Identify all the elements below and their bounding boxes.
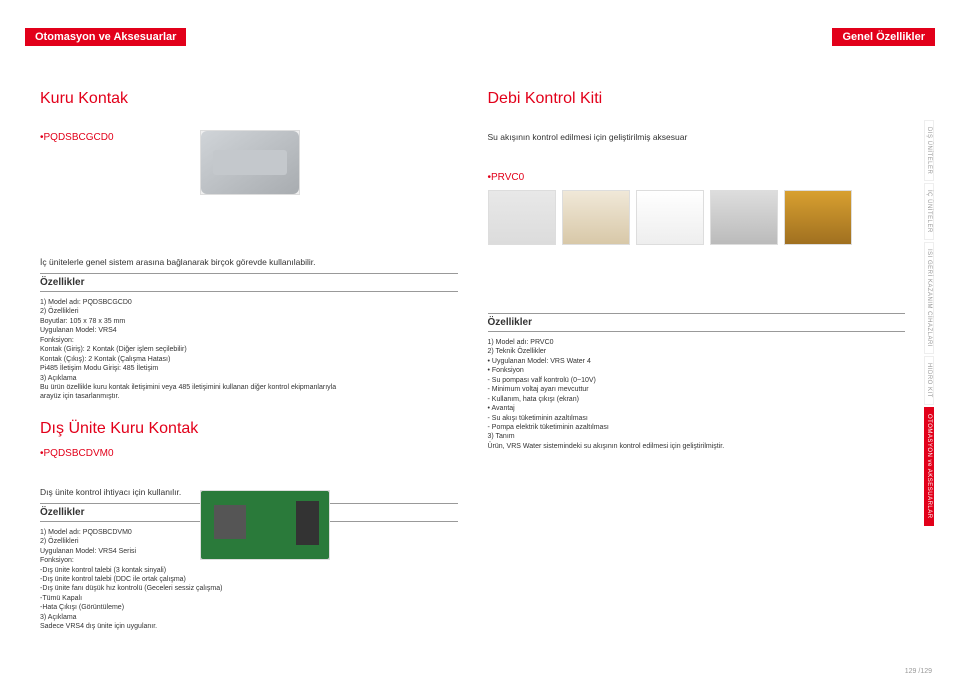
spec-line: • Avantaj	[488, 404, 906, 413]
r-sec1-subhead: Özellikler	[488, 313, 906, 332]
spec-line: • Fonksiyon	[488, 366, 906, 375]
spec-line: Uygulanan Model: VRS4	[40, 326, 458, 335]
product-image-2	[200, 490, 330, 560]
sec2-model: •PQDSBCDVM0	[40, 448, 458, 459]
side-tabs: DIŞ ÜNİTELER İÇ ÜNİTELER ISI GERİ KAZANI…	[924, 120, 938, 528]
spec-line: Kontak (Giriş): 2 Kontak (Diğer işlem se…	[40, 345, 458, 354]
right-column: Debi Kontrol Kiti Su akışının kontrol ed…	[488, 90, 906, 657]
product-image-1	[200, 130, 300, 195]
spec-line: - Su pompası valf kontrolü (0~10V)	[488, 376, 906, 385]
spec-line: Kontak (Çıkış): 2 Kontak (Çalışma Hatası…	[40, 355, 458, 364]
tab-otomasyon[interactable]: OTOMASYON ve AKSESUARLAR	[924, 407, 934, 526]
r-sec1-specs: 1) Model adı: PRVC0 2) Teknik Özellikler…	[488, 338, 906, 451]
spec-line: Bu ürün özellikle kuru kontak iletişimin…	[40, 383, 458, 392]
thumb-4	[710, 190, 778, 245]
page-number: 129 /129	[905, 668, 932, 675]
sec1-specs: 1) Model adı: PQDSBCGCD0 2) Özellikleri …	[40, 298, 458, 402]
spec-line: 3) Açıklama	[40, 613, 458, 622]
product-image-row	[488, 190, 852, 245]
spec-line: -Dış ünite kontrol talebi (3 kontak siny…	[40, 566, 458, 575]
spec-line: - Kullanım, hata çıkışı (ekran)	[488, 395, 906, 404]
thumb-5	[784, 190, 852, 245]
spec-line: - Pompa elektrik tüketiminin azaltılması	[488, 423, 906, 432]
sec2-title: Dış Ünite Kuru Kontak	[40, 420, 458, 438]
header-bar: Otomasyon ve Aksesuarlar Genel Özellikle…	[0, 28, 960, 46]
spec-line: Boyutlar: 105 x 78 x 35 mm	[40, 317, 458, 326]
content: Kuru Kontak •PQDSBCGCD0 İç ünitelerle ge…	[40, 90, 905, 657]
spec-line: 1) Model adı: PQDSBCGCD0	[40, 298, 458, 307]
thumb-2	[562, 190, 630, 245]
spec-line: 3) Açıklama	[40, 374, 458, 383]
r-sec1-title: Debi Kontrol Kiti	[488, 90, 906, 108]
spec-line: -Tümü Kapalı	[40, 594, 458, 603]
spec-line: 1) Model adı: PRVC0	[488, 338, 906, 347]
tab-hidro-kit[interactable]: HIDRO KIT	[924, 356, 934, 405]
r-sec1-model: •PRVC0	[488, 172, 906, 183]
tab-ic-uniteler[interactable]: İÇ ÜNİTELER	[924, 183, 934, 240]
header-left: Otomasyon ve Aksesuarlar	[25, 28, 186, 46]
header-right: Genel Özellikler	[832, 28, 935, 46]
spec-line: 2) Teknik Özellikler	[488, 347, 906, 356]
spec-line: 3) Tanım	[488, 432, 906, 441]
spec-line: - Minimum voltaj ayarı mevcuttur	[488, 385, 906, 394]
spec-line: Fonksiyon:	[40, 336, 458, 345]
spec-line: Ürün, VRS Water sistemindeki su akışının…	[488, 442, 906, 451]
r-sec1-desc: Su akışının kontrol edilmesi için gelişt…	[488, 132, 906, 142]
thumb-1	[488, 190, 556, 245]
spec-line: -Dış ünite fanı düşük hız kontrolü (Gece…	[40, 584, 458, 593]
spec-line: -Dış ünite kontrol talebi (DDC ile ortak…	[40, 575, 458, 584]
sec1-desc: İç ünitelerle genel sistem arasına bağla…	[40, 257, 458, 267]
spec-line: - Su akışı tüketiminin azaltılması	[488, 414, 906, 423]
spec-line: • Uygulanan Model: VRS Water 4	[488, 357, 906, 366]
spec-line: 2) Özellikleri	[40, 307, 458, 316]
left-column: Kuru Kontak •PQDSBCGCD0 İç ünitelerle ge…	[40, 90, 458, 657]
tab-isi-geri[interactable]: ISI GERİ KAZANIM CİHAZLARI	[924, 242, 934, 354]
thumb-3	[636, 190, 704, 245]
sec1-title: Kuru Kontak	[40, 90, 458, 108]
spec-line: arayüz için tasarlanmıştır.	[40, 392, 458, 401]
spec-line: -Hata Çıkışı (Görüntüleme)	[40, 603, 458, 612]
tab-dis-uniteler[interactable]: DIŞ ÜNİTELER	[924, 120, 934, 181]
spec-line: Sadece VRS4 dış ünite için uygulanır.	[40, 622, 458, 631]
sec1-subhead: Özellikler	[40, 273, 458, 292]
spec-line: Pi485 İletişim Modu Girişi: 485 İletişim	[40, 364, 458, 373]
